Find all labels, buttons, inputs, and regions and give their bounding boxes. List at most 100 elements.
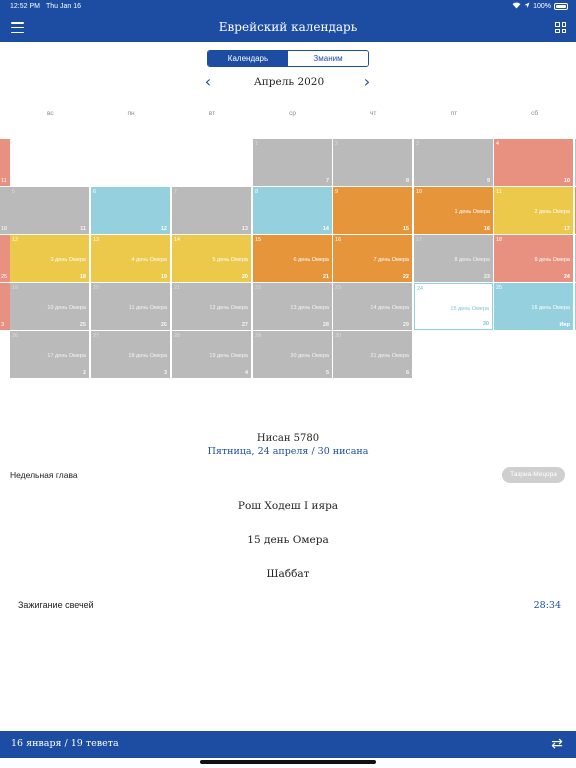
hebrew-day-number: 12 [161, 226, 167, 232]
selected-date-line: Пятница, 24 апреля / 30 нисана [0, 446, 576, 457]
day-cell[interactable]: 12 3 день Омера 18 [10, 235, 89, 282]
prev-week-edge: 18 [0, 187, 10, 234]
hebrew-day-number: 2 [83, 370, 86, 376]
hebrew-day-number: 8 [406, 178, 409, 184]
day-cell[interactable]: 28 19 день Омера 4 [172, 331, 251, 378]
hebrew-day-number: 18 [80, 274, 86, 280]
prev-week-edge: 25 [0, 235, 10, 282]
day-note: 9 день Омера [534, 257, 570, 263]
day-cell[interactable]: 18 9 день Омера 24 [494, 235, 573, 282]
hebrew-day-number: 3 [164, 370, 167, 376]
weekday-label: пт [414, 110, 495, 122]
day-cell[interactable]: 21 12 день Омера 27 [172, 283, 251, 330]
weekday-label: ср [252, 110, 333, 122]
grid-view-icon[interactable] [555, 22, 566, 33]
day-cell[interactable]: 25 16 день Омера Ияр [494, 283, 573, 330]
next-month-chevron-icon[interactable]: › [362, 75, 372, 89]
day-cell[interactable]: 10 1 день Омера 16 [414, 187, 493, 234]
day-note: 8 день Омера [454, 257, 490, 263]
hebrew-day-number: Ияр [559, 322, 570, 328]
day-number: 14 [174, 237, 180, 243]
swap-arrows-icon[interactable]: ⇄ [549, 736, 565, 752]
status-date: Thu Jan 16 [46, 3, 81, 10]
day-number: 9 [335, 189, 338, 195]
day-number: 28 [174, 333, 180, 339]
event-omer-day: 15 день Омера [0, 534, 576, 546]
day-number: 25 [496, 285, 502, 291]
day-cell[interactable]: 29 20 день Омера 5 [253, 331, 332, 378]
hebrew-day-number: 25 [80, 322, 86, 328]
day-cell[interactable]: 30 21 день Омера 6 [333, 331, 412, 378]
hebrew-day-number: 7 [326, 178, 329, 184]
day-cell[interactable]: 9 15 [333, 187, 412, 234]
edge-day-number: 18 [1, 226, 7, 232]
day-cell[interactable]: 6 12 [91, 187, 170, 234]
day-cell[interactable]: 23 14 день Омера 29 [333, 283, 412, 330]
day-cell[interactable]: 5 11 [10, 187, 89, 234]
day-number: 7 [174, 189, 177, 195]
day-number: 19 [12, 285, 18, 291]
day-note: 7 день Омера [373, 257, 409, 263]
day-number: 4 [496, 141, 499, 147]
hebrew-day-number: 24 [564, 274, 570, 280]
day-note: 14 день Омера [370, 305, 409, 311]
hebrew-day-number: 21 [323, 274, 329, 280]
day-cell[interactable]: 15 6 день Омера 21 [253, 235, 332, 282]
day-note: 2 день Омера [534, 209, 570, 215]
day-cell[interactable]: 24 15 день Омера 30 [414, 283, 493, 330]
day-note: 15 день Омера [450, 306, 489, 312]
hebrew-day-number: 9 [487, 178, 490, 184]
day-note: 20 день Омера [290, 353, 329, 359]
status-time: 12:52 PM [10, 3, 40, 10]
hebrew-day-number: 23 [484, 274, 490, 280]
hebrew-day-number: 5 [326, 370, 329, 376]
parsha-button[interactable]: Тазриа-Мецора [502, 467, 565, 483]
prev-month-chevron-icon[interactable]: ‹ [203, 75, 213, 89]
day-note: 16 день Омера [531, 305, 570, 311]
day-cell[interactable]: 17 8 день Омера 23 [414, 235, 493, 282]
top-bar: 12:52 PM Thu Jan 16 100% Еврейский кален… [0, 0, 576, 42]
day-cell[interactable]: 7 13 [172, 187, 251, 234]
day-cell[interactable]: 26 17 день Омера 2 [10, 331, 89, 378]
day-number: 1 [255, 141, 258, 147]
day-cell[interactable]: 22 13 день Омера 28 [253, 283, 332, 330]
candle-lighting-time: 28:34 [534, 600, 561, 611]
day-cell[interactable]: 14 5 день Омера 20 [172, 235, 251, 282]
day-number: 2 [335, 141, 338, 147]
day-number: 6 [93, 189, 96, 195]
day-number: 5 [12, 189, 15, 195]
day-cell[interactable]: 13 4 день Омера 19 [91, 235, 170, 282]
today-date-text[interactable]: 16 января / 19 тевета [11, 738, 119, 749]
day-number: 22 [255, 285, 261, 291]
candle-lighting-label: Зажигание свечей [18, 600, 94, 610]
day-cell[interactable]: 19 10 день Омера 25 [10, 283, 89, 330]
day-cell[interactable]: 11 2 день Омера 17 [494, 187, 573, 234]
day-cell[interactable]: 27 18 день Омера 3 [91, 331, 170, 378]
weekday-label: сб [494, 110, 575, 122]
segment-calendar[interactable]: Календарь [208, 51, 288, 66]
hebrew-day-number: 11 [80, 226, 86, 232]
day-number: 3 [416, 141, 419, 147]
signal-icon [512, 2, 521, 11]
hebrew-day-number: 27 [242, 322, 248, 328]
day-number: 11 [496, 189, 502, 195]
segment-zmanim[interactable]: Зманим [288, 51, 368, 66]
day-number: 15 [255, 237, 261, 243]
hebrew-day-number: 19 [161, 274, 167, 280]
parsha-label: Недельная глава [10, 470, 78, 480]
day-note: 12 день Омера [209, 305, 248, 311]
day-number: 24 [417, 286, 423, 292]
hebrew-day-number: 29 [403, 322, 409, 328]
day-number: 30 [335, 333, 341, 339]
hebrew-month-title: Нисан 5780 [0, 433, 576, 444]
day-cell[interactable]: 8 14 [253, 187, 332, 234]
day-note: 17 день Омера [47, 353, 86, 359]
hebrew-day-number: 16 [484, 226, 490, 232]
day-cell[interactable]: 20 11 день Омера 26 [91, 283, 170, 330]
day-cell[interactable]: 16 7 день Омера 22 [333, 235, 412, 282]
day-cell[interactable]: 4 10 [494, 139, 573, 186]
weekday-label: пн [91, 110, 172, 122]
